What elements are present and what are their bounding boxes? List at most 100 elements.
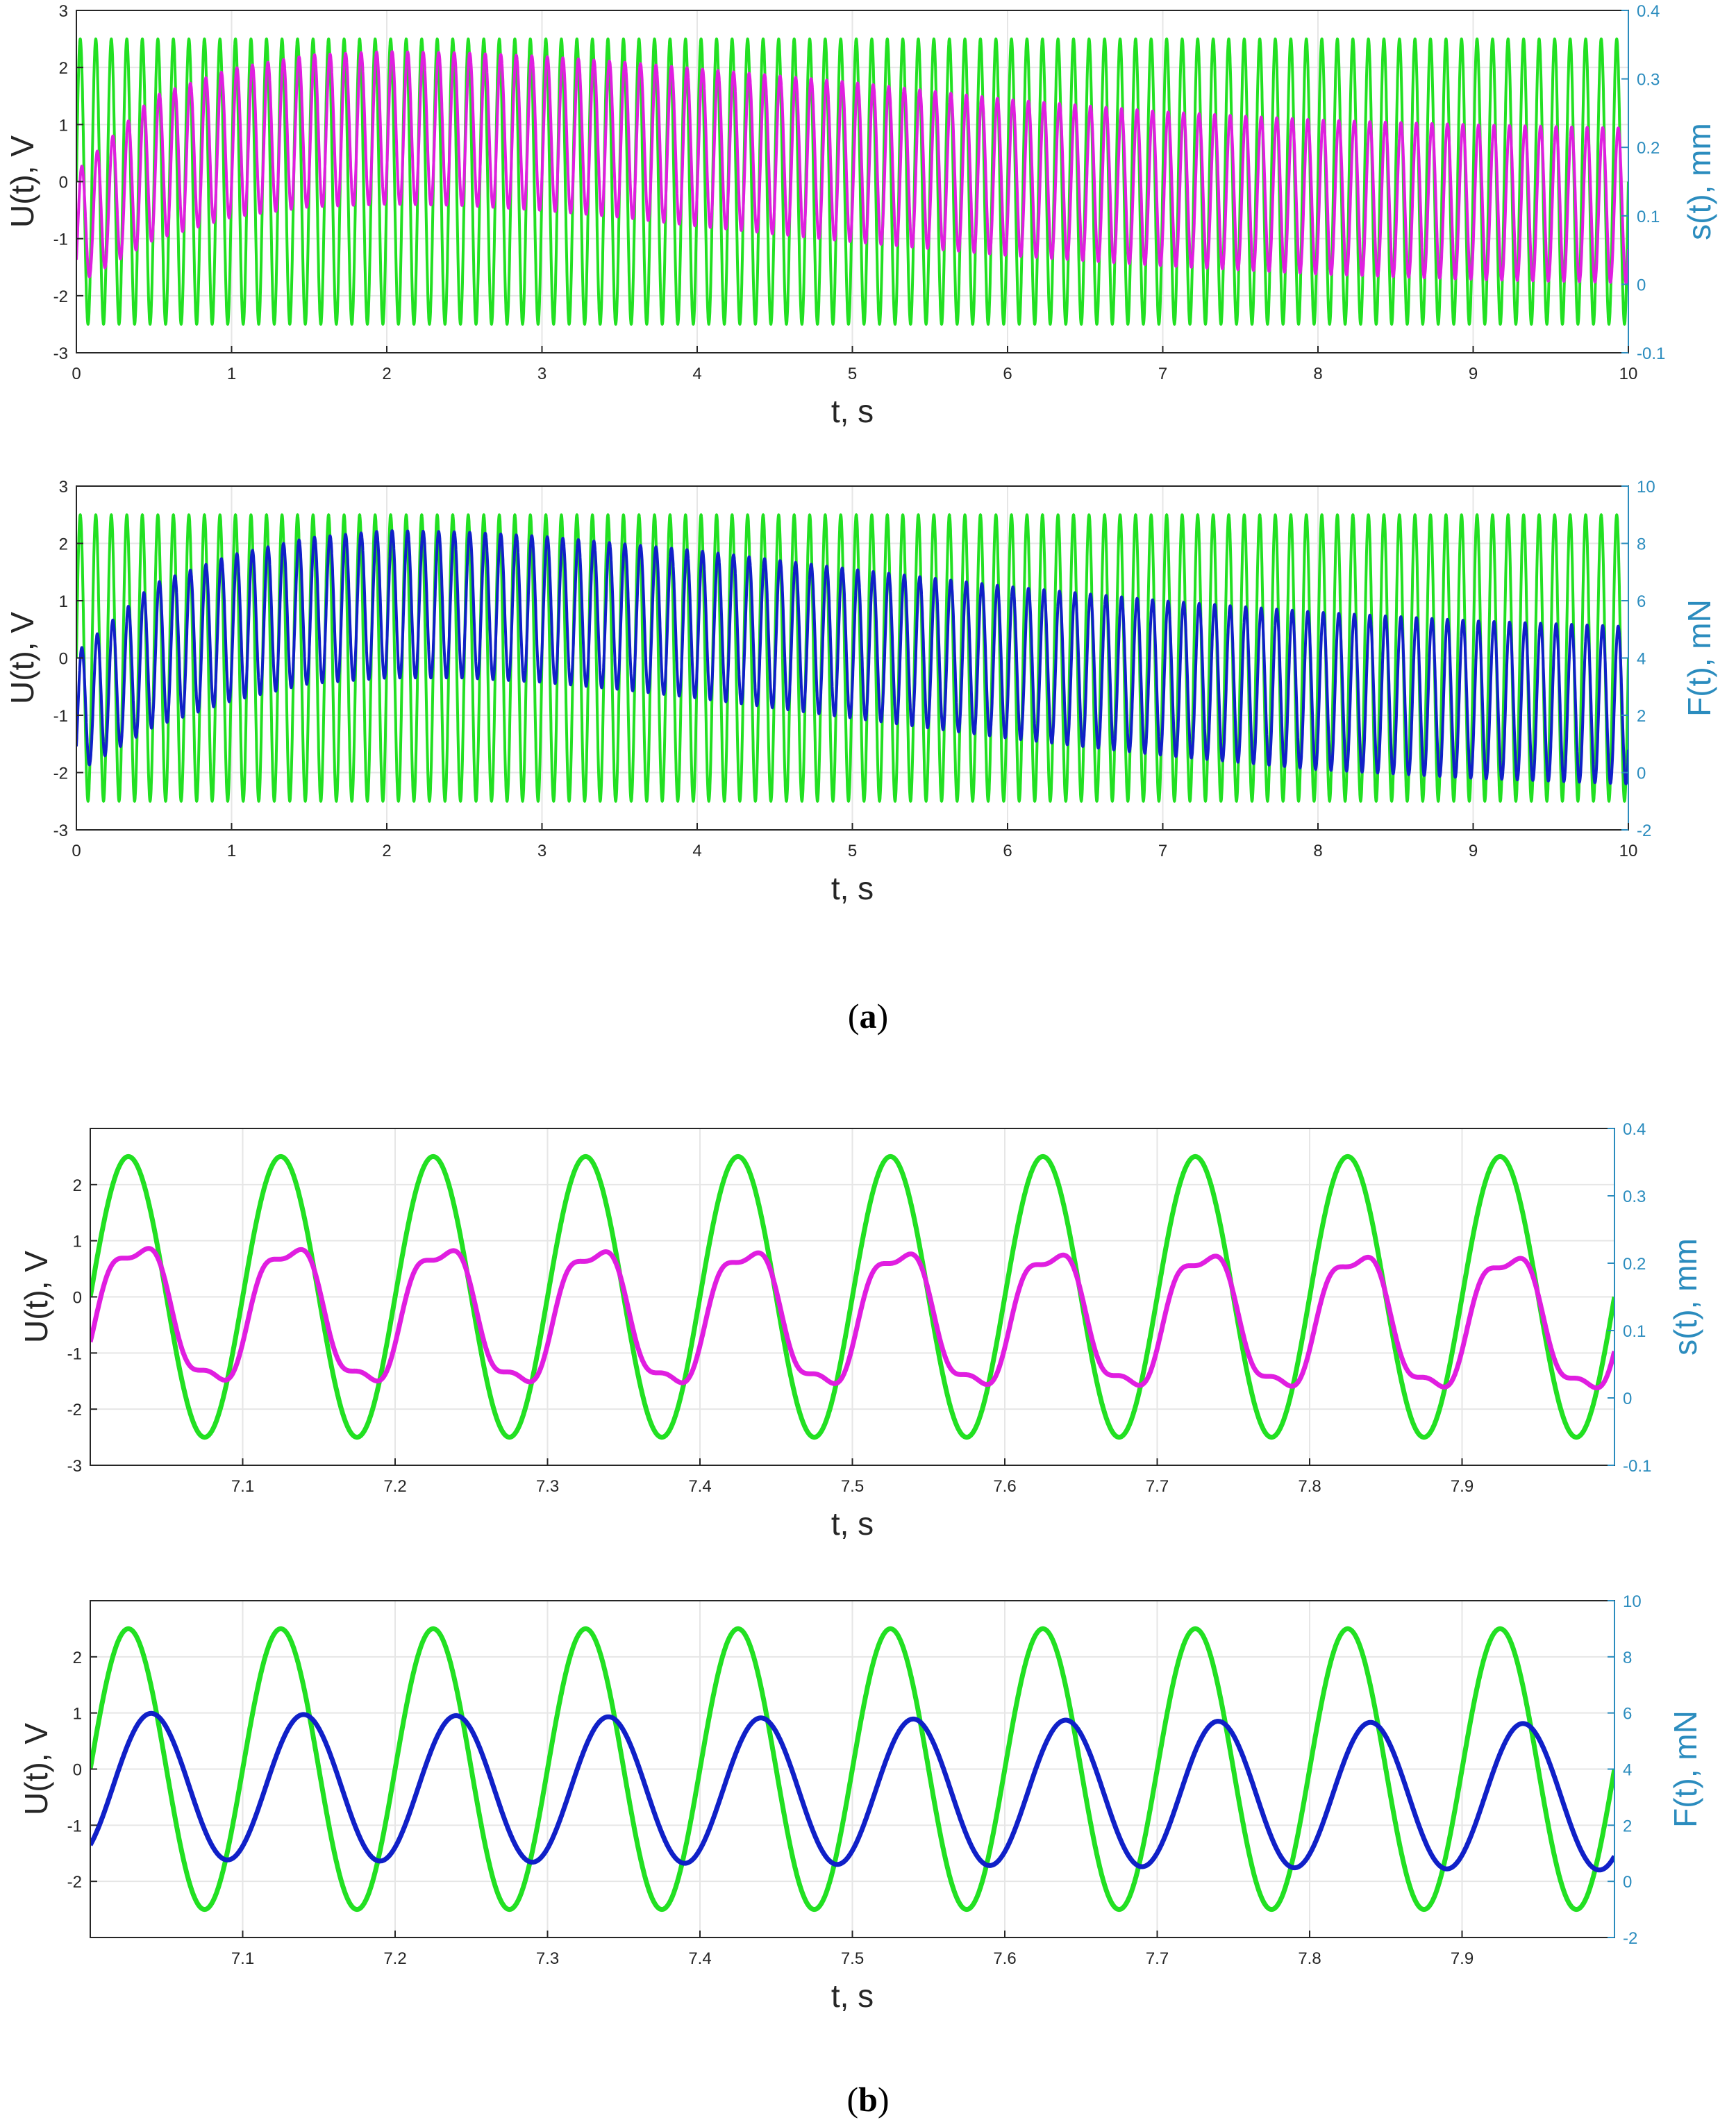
y-tick-label: 2 xyxy=(59,535,68,554)
y-tick-label: -2 xyxy=(67,1401,82,1419)
y-right-axis-label: s(t), mm xyxy=(1667,1238,1703,1356)
x-tick-label: 7.2 xyxy=(383,1949,406,1968)
x-tick-label: 7.9 xyxy=(1451,1949,1474,1968)
x-tick-label: 7.8 xyxy=(1298,1477,1321,1496)
y-tick-label: 1 xyxy=(73,1233,82,1251)
y-right-tick-label: 0 xyxy=(1623,1873,1632,1892)
y-tick-label: 2 xyxy=(73,1176,82,1195)
x-tick-label: 5 xyxy=(848,365,857,383)
caption-b: (b) xyxy=(846,2080,889,2119)
y-tick-label: -2 xyxy=(67,1873,82,1892)
x-tick-label: 10 xyxy=(1619,365,1638,383)
series-group xyxy=(76,38,1628,326)
x-tick-label: 3 xyxy=(537,842,546,860)
y-tick-label: 0 xyxy=(59,650,68,669)
y-tick-label: -2 xyxy=(53,765,68,783)
series-line-displacement xyxy=(90,1246,1614,1391)
y-right-tick-label: -0.1 xyxy=(1623,1457,1651,1476)
y-right-tick-label: 8 xyxy=(1637,535,1646,554)
x-tick-label: 7.5 xyxy=(841,1477,864,1496)
x-tick-label: 7.4 xyxy=(688,1949,711,1968)
y-right-tick-label: -0.1 xyxy=(1637,344,1665,363)
x-tick-label: 7.4 xyxy=(688,1477,711,1496)
y-right-tick-label: -2 xyxy=(1637,822,1651,840)
x-tick-label: 0 xyxy=(72,842,81,860)
x-tick-label: 6 xyxy=(1003,842,1012,860)
x-tick-label: 7.9 xyxy=(1451,1477,1474,1496)
x-tick-label: 4 xyxy=(692,842,701,860)
x-tick-label: 6 xyxy=(1003,365,1012,383)
x-tick-label: 1 xyxy=(227,842,236,860)
y-right-tick-label: 6 xyxy=(1637,592,1646,611)
y-right-tick-label: 10 xyxy=(1623,1592,1642,1611)
x-tick-label: 2 xyxy=(382,365,391,383)
y-tick-label: -1 xyxy=(53,707,68,726)
x-axis-label: t, s xyxy=(831,1978,874,2014)
x-tick-label: 4 xyxy=(692,365,701,383)
y-right-tick-label: 6 xyxy=(1623,1705,1632,1724)
y-right-tick-label: 0 xyxy=(1637,765,1646,783)
x-tick-label: 7.7 xyxy=(1146,1477,1169,1496)
x-tick-label: 8 xyxy=(1313,365,1322,383)
y-tick-label: -3 xyxy=(53,344,68,363)
x-tick-label: 7 xyxy=(1158,842,1167,860)
series-line-voltage xyxy=(90,1153,1614,1440)
x-tick-label: 3 xyxy=(537,365,546,383)
x-tick-label: 9 xyxy=(1469,365,1478,383)
y-tick-label: 0 xyxy=(59,174,68,192)
y-tick-label: -3 xyxy=(53,822,68,840)
x-tick-label: 7.6 xyxy=(993,1949,1016,1968)
x-tick-label: 7.7 xyxy=(1146,1949,1169,1968)
y-right-tick-label: 0 xyxy=(1623,1390,1632,1408)
y-tick-label: 3 xyxy=(59,2,68,21)
chart-b-top: 7.1 7.2 7.3 7.4 7.5 7.6 7.7 7.8 7.9 -3 -2 -1 0 1 2 -0.1… xyxy=(18,1120,1703,1542)
x-tick-label: 7.2 xyxy=(383,1477,406,1496)
x-tick-label: 7.8 xyxy=(1298,1949,1321,1968)
y-tick-label: 3 xyxy=(59,478,68,497)
x-tick-label: 7.3 xyxy=(536,1949,559,1968)
y-tick-label: -2 xyxy=(53,288,68,306)
y-right-tick-label: 0.1 xyxy=(1637,208,1660,226)
series-line-voltage xyxy=(90,1626,1614,1912)
x-tick-label: 2 xyxy=(382,842,391,860)
x-tick-label: 7 xyxy=(1158,365,1167,383)
y-axis-label: U(t), V xyxy=(18,1723,54,1815)
y-tick-label: -3 xyxy=(67,1457,82,1476)
y-right-tick-label: 0.4 xyxy=(1637,2,1660,21)
y-right-tick-label: 0.3 xyxy=(1637,71,1660,90)
y-axis-label: U(t), V xyxy=(18,1251,54,1343)
x-axis-label: t, s xyxy=(831,393,874,429)
y-right-tick-label: 4 xyxy=(1637,650,1646,669)
series-group xyxy=(76,513,1628,803)
x-tick-label: 7.1 xyxy=(231,1949,254,1968)
y-right-tick-label: 2 xyxy=(1637,707,1646,726)
y-tick-label: -1 xyxy=(53,231,68,249)
series-group xyxy=(90,1153,1614,1440)
y-right-axis-label: s(t), mm xyxy=(1681,123,1717,240)
y-right-tick-label: 0.2 xyxy=(1623,1255,1646,1274)
x-tick-label: 7.3 xyxy=(536,1477,559,1496)
caption-a: (a) xyxy=(848,997,888,1035)
y-right-tick-label: 0.4 xyxy=(1623,1120,1646,1139)
series-line-displacement xyxy=(76,50,1628,285)
y-right-tick-label: 0.1 xyxy=(1623,1322,1646,1341)
x-axis-label: t, s xyxy=(831,1506,874,1542)
y-tick-label: -1 xyxy=(67,1817,82,1835)
y-axis-label: U(t), V xyxy=(4,135,40,228)
y-right-tick-label: 4 xyxy=(1623,1761,1632,1780)
x-tick-label: 9 xyxy=(1469,842,1478,860)
y-right-tick-label: 0.3 xyxy=(1623,1188,1646,1206)
x-tick-label: 7.5 xyxy=(841,1949,864,1968)
x-tick-label: 1 xyxy=(227,365,236,383)
y-tick-label: 2 xyxy=(73,1649,82,1667)
y-tick-label: -1 xyxy=(67,1344,82,1363)
y-right-tick-label: 0.2 xyxy=(1637,139,1660,158)
y-right-tick-label: 2 xyxy=(1623,1817,1632,1835)
y-right-axis-label: F(t), mN xyxy=(1667,1710,1703,1828)
x-tick-label: 7.1 xyxy=(231,1477,254,1496)
x-tick-label: 7.6 xyxy=(993,1477,1016,1496)
x-tick-label: 8 xyxy=(1313,842,1322,860)
y-right-tick-label: 10 xyxy=(1637,478,1655,497)
y-right-axis-label: F(t), mN xyxy=(1681,599,1717,717)
